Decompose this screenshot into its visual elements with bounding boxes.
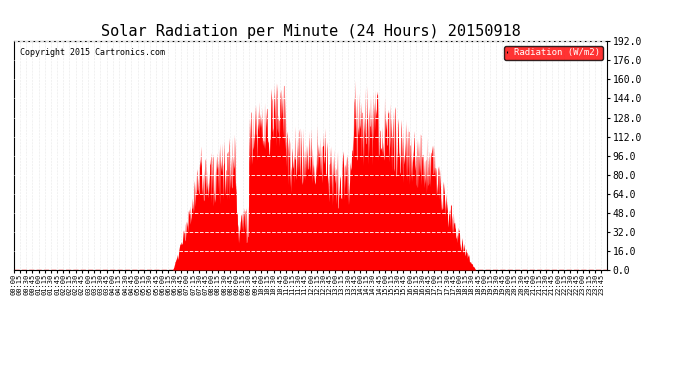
Title: Solar Radiation per Minute (24 Hours) 20150918: Solar Radiation per Minute (24 Hours) 20… bbox=[101, 24, 520, 39]
Legend: Radiation (W/m2): Radiation (W/m2) bbox=[504, 46, 602, 60]
Text: Copyright 2015 Cartronics.com: Copyright 2015 Cartronics.com bbox=[20, 48, 165, 57]
